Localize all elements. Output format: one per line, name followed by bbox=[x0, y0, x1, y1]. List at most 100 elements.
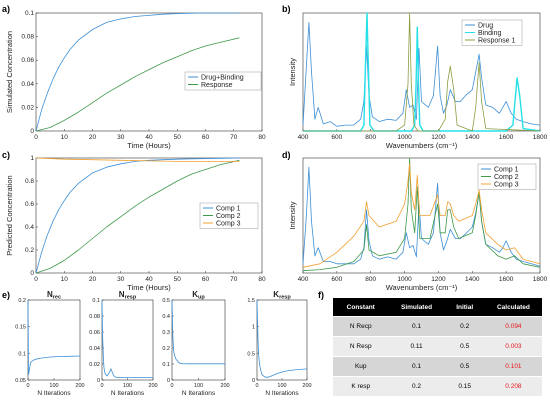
x-tick-label: 800 bbox=[365, 276, 376, 283]
series-line-1 bbox=[35, 37, 240, 132]
plot-frame bbox=[171, 299, 226, 381]
series-line-2 bbox=[302, 163, 541, 268]
legend-entry: Comp 2 bbox=[216, 213, 241, 220]
x-axis-label: Time (Hours) bbox=[127, 141, 171, 150]
x-tick-label: 40 bbox=[145, 276, 153, 283]
y-tick-label: 0.1 bbox=[92, 298, 100, 304]
x-tick-label: 100 bbox=[49, 383, 58, 389]
legend-entry: Comp 1 bbox=[494, 167, 519, 174]
subplot-title-main: K bbox=[192, 290, 198, 299]
x-axis-label: N Iterations bbox=[111, 390, 145, 397]
table-header-cell: Constant bbox=[333, 298, 389, 317]
chart-e1: 0 100 200 0.05 0.1 0.15 0.2 N Iterations Nrec bbox=[15, 290, 84, 397]
x-tick-label: 100 bbox=[194, 383, 203, 389]
y-tick-label: 0.04 bbox=[21, 81, 34, 88]
x-tick-label: 60 bbox=[202, 134, 210, 141]
table-cell-calculated: 0.003 bbox=[484, 336, 542, 357]
series-line-2 bbox=[35, 157, 240, 162]
x-tick-label: 100 bbox=[277, 383, 286, 389]
y-tick-label: 0.08 bbox=[89, 314, 100, 320]
chart-d: 400 600 800 1000 1200 1400 1600 1800 Wavenumbers… bbox=[288, 157, 548, 292]
plot-frame bbox=[101, 299, 154, 381]
y-tick-label: 0.05 bbox=[15, 378, 26, 384]
legend-entry: Drug bbox=[478, 23, 493, 30]
table-cell-calculated: 0.094 bbox=[484, 316, 542, 337]
x-tick-label: 1600 bbox=[499, 134, 514, 141]
y-tick-label: 0.02 bbox=[21, 104, 34, 111]
subplot-title-sub: resp bbox=[279, 295, 291, 301]
chart-e3: 0 100 200 0 0.1 0.2 0.3 0.4 0.5 N Iterations Kup bbox=[162, 290, 229, 397]
series-line-1 bbox=[303, 12, 541, 132]
series-line-1 bbox=[302, 157, 541, 272]
y-tick-label: 0.06 bbox=[89, 330, 100, 336]
x-tick-label: 1000 bbox=[397, 276, 412, 283]
series-line-2 bbox=[303, 12, 541, 132]
y-axis-label: Simulated Concentration bbox=[5, 31, 14, 113]
x-tick-label: 80 bbox=[258, 276, 266, 283]
chart-a: 0 10 20 30 40 50 60 70 80 0 0.02 0.04 0.06 0.08 0.1 Tim… bbox=[5, 10, 266, 150]
table-cell: 0.5 bbox=[444, 356, 485, 377]
table-header-cell: Calculated bbox=[484, 298, 542, 317]
y-tick-label: 0.4 bbox=[25, 224, 34, 231]
table-cell: 0.1 bbox=[388, 316, 445, 337]
table-header-cell: Simulated bbox=[388, 298, 445, 317]
constants-table: Constant Simulated Initial Calculated N … bbox=[333, 298, 542, 396]
legend-entry: Response 1 bbox=[478, 38, 515, 45]
table-cell: 0.1 bbox=[388, 356, 445, 377]
series-line-0 bbox=[27, 299, 81, 376]
y-tick-label: 0.1 bbox=[25, 10, 34, 17]
subplot-title-sub: resp bbox=[125, 295, 137, 301]
x-tick-label: 10 bbox=[61, 276, 69, 283]
table-cell: 0.2 bbox=[388, 376, 445, 396]
table-cell: 0.5 bbox=[444, 336, 485, 357]
x-tick-label: 1800 bbox=[533, 276, 548, 283]
x-tick-label: 1400 bbox=[465, 134, 480, 141]
table-cell: 0.15 bbox=[444, 376, 485, 396]
x-tick-label: 10 bbox=[61, 134, 69, 141]
y-tick-label: 1 bbox=[30, 155, 34, 162]
y-tick-label: 0 bbox=[167, 378, 170, 384]
y-tick-label: 0.1 bbox=[18, 351, 26, 357]
x-tick-label: 0 bbox=[26, 383, 29, 389]
y-axis-label: Intensity bbox=[288, 58, 297, 86]
table-cell-calculated: 0.101 bbox=[484, 356, 542, 377]
table-cell: N Recp bbox=[333, 316, 389, 337]
plot-frame bbox=[256, 299, 308, 381]
x-tick-label: 1200 bbox=[431, 134, 446, 141]
y-tick-label: 0.2 bbox=[25, 247, 34, 254]
x-tick-label: 20 bbox=[89, 276, 97, 283]
table-cell: N Resp bbox=[333, 336, 389, 357]
y-tick-label: 0.06 bbox=[21, 57, 34, 64]
x-tick-label: 30 bbox=[117, 134, 125, 141]
series-line-0 bbox=[171, 299, 225, 365]
x-tick-label: 200 bbox=[75, 383, 84, 389]
y-tick-label: 0.6 bbox=[25, 201, 34, 208]
subplot-title-main: N bbox=[119, 290, 125, 299]
y-axis-label: Predicted Concentration bbox=[5, 175, 14, 255]
x-axis-label: N Iterations bbox=[265, 390, 299, 397]
series-line-0 bbox=[35, 12, 240, 132]
y-tick-label: 0.08 bbox=[21, 34, 34, 41]
panel-label: b) bbox=[282, 4, 291, 14]
x-tick-label: 1000 bbox=[397, 134, 412, 141]
x-tick-label: 80 bbox=[258, 134, 266, 141]
y-tick-label: 0.1 bbox=[162, 362, 170, 368]
y-axis-label: Intensity bbox=[288, 201, 297, 229]
x-tick-label: 0 bbox=[34, 134, 38, 141]
y-tick-label: 0.04 bbox=[89, 346, 100, 352]
y-tick-label: 0.02 bbox=[89, 362, 100, 368]
x-tick-label: 50 bbox=[174, 134, 182, 141]
y-tick-label: 0.5 bbox=[162, 298, 170, 304]
legend-entry: Drug+Binding bbox=[201, 75, 244, 82]
series-line-0 bbox=[302, 21, 541, 127]
y-tick-label: 0 bbox=[252, 378, 255, 384]
table-row: K resp 0.2 0.15 0.208 bbox=[333, 376, 542, 396]
x-tick-label: 60 bbox=[202, 276, 210, 283]
panel-label: a) bbox=[2, 4, 10, 14]
table-cell: K resp bbox=[333, 376, 389, 396]
x-tick-label: 800 bbox=[365, 134, 376, 141]
table-row: N Resp 0.11 0.5 0.003 bbox=[333, 336, 542, 357]
y-tick-label: 0.2 bbox=[18, 298, 26, 304]
x-tick-label: 0 bbox=[34, 276, 38, 283]
x-tick-label: 1200 bbox=[431, 276, 446, 283]
